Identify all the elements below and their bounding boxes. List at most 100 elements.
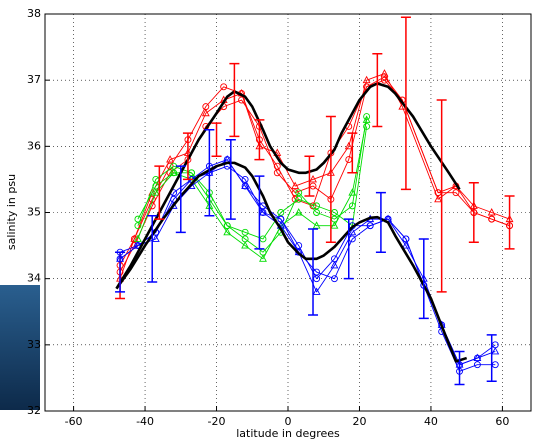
error-bar xyxy=(204,129,215,217)
x-tick-label: 40 xyxy=(424,415,438,428)
error-bar xyxy=(211,122,222,158)
error-bar xyxy=(486,334,497,382)
data-point xyxy=(344,141,353,150)
error-bar xyxy=(308,228,319,316)
data-line xyxy=(137,126,368,240)
data-point xyxy=(169,168,178,176)
y-tick-label: 37 xyxy=(27,73,41,86)
x-tick-label: 0 xyxy=(285,415,292,428)
error-bar xyxy=(504,195,515,250)
error-bar xyxy=(254,175,265,250)
data-point xyxy=(401,241,410,249)
data-point xyxy=(201,108,210,117)
data-point xyxy=(259,208,267,216)
y-tick-label: 33 xyxy=(27,338,41,351)
x-tick-label: -60 xyxy=(65,415,83,428)
x-axis-label: latitude in degrees xyxy=(236,427,340,440)
data-point xyxy=(452,189,460,197)
data-point xyxy=(291,189,299,197)
data-point xyxy=(473,353,482,362)
error-bar xyxy=(418,238,429,320)
data-point xyxy=(295,242,303,250)
data-point xyxy=(309,174,317,183)
data-point xyxy=(241,175,249,183)
error-bar xyxy=(400,16,411,191)
data-point xyxy=(473,361,481,369)
data-point xyxy=(362,75,371,84)
data-point xyxy=(223,222,231,230)
data-point xyxy=(241,241,250,249)
data-point xyxy=(313,209,321,216)
data-point xyxy=(473,354,481,362)
data-point xyxy=(273,162,281,170)
data-point xyxy=(170,169,178,177)
data-point xyxy=(134,222,142,230)
fit-curve xyxy=(115,82,461,290)
x-tick-label: -20 xyxy=(208,415,226,428)
data-point xyxy=(294,208,303,216)
data-point xyxy=(434,194,443,203)
y-axis-label: salinity in psu xyxy=(5,174,18,250)
plot-frame xyxy=(44,13,532,412)
data-point xyxy=(330,260,339,269)
data-point xyxy=(220,83,228,91)
data-point xyxy=(363,113,371,121)
data-point xyxy=(363,123,371,130)
error-bar xyxy=(343,218,354,280)
data-point xyxy=(331,255,338,263)
error-bar xyxy=(147,215,158,283)
x-tick-label: -40 xyxy=(136,415,154,428)
y-tick-label: 36 xyxy=(27,139,41,152)
data-point xyxy=(134,215,142,223)
data-point xyxy=(273,169,281,177)
data-point xyxy=(331,275,338,283)
error-bar xyxy=(225,138,236,220)
error-bar xyxy=(229,62,240,138)
data-point xyxy=(133,241,142,249)
plot xyxy=(115,16,515,386)
data-point xyxy=(202,103,210,111)
data-point xyxy=(330,221,339,229)
y-tick-label: 38 xyxy=(27,7,41,20)
data-point xyxy=(151,188,160,196)
data-point xyxy=(487,208,496,216)
error-bar xyxy=(454,350,465,386)
grid: -60 -40 -20 0 20 40 60 32 33 34 35 36 37 38 xyxy=(27,7,531,428)
data-point xyxy=(312,221,321,229)
y-tick-label: 34 xyxy=(27,272,41,285)
background-photo xyxy=(0,285,40,410)
error-bar xyxy=(375,191,386,253)
y-tick-label: 32 xyxy=(27,404,41,417)
error-bar xyxy=(347,132,358,174)
data-point xyxy=(366,222,374,230)
error-bar xyxy=(154,165,165,220)
error-bar xyxy=(115,251,126,293)
data-point xyxy=(241,181,250,189)
error-bar xyxy=(468,181,479,244)
data-line xyxy=(137,116,368,253)
x-tick-label: 20 xyxy=(352,415,366,428)
data-point xyxy=(313,202,321,210)
data-point xyxy=(348,227,357,236)
data-point xyxy=(295,189,303,197)
error-bar xyxy=(182,132,193,181)
data-point xyxy=(362,115,371,123)
data-point xyxy=(291,181,300,189)
data-point xyxy=(380,69,389,77)
data-point xyxy=(277,209,285,216)
y-tick-label: 35 xyxy=(27,206,41,219)
data-point xyxy=(312,287,321,295)
error-bar xyxy=(304,155,315,197)
fit-curve xyxy=(115,161,468,363)
data-point xyxy=(295,195,303,203)
data-point xyxy=(402,235,410,243)
data-point xyxy=(223,227,232,236)
x-tick-label: 60 xyxy=(495,415,509,428)
data-point xyxy=(130,235,138,243)
error-bar xyxy=(436,99,447,293)
error-bar xyxy=(175,165,186,234)
error-bar xyxy=(254,119,265,161)
data-point xyxy=(381,73,388,81)
error-bar xyxy=(325,115,336,244)
